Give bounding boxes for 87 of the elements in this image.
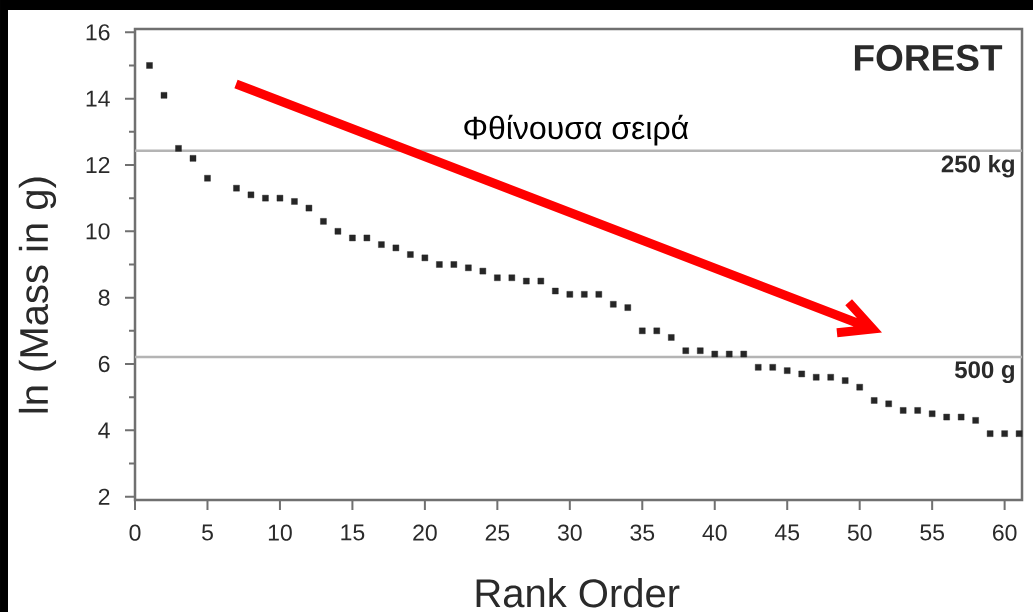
x-tick-label: 55 (920, 524, 944, 541)
point (320, 218, 327, 225)
point (349, 234, 356, 242)
point (682, 347, 689, 354)
point (668, 334, 675, 341)
x-tick-label: 60 (993, 524, 1017, 541)
point (465, 264, 472, 271)
point (827, 374, 834, 381)
y-tick-label: 8 (98, 289, 110, 306)
point (1015, 430, 1023, 437)
point (407, 251, 414, 258)
point (392, 244, 400, 252)
y-axis-title: ln (Mass in g) (18, 177, 57, 413)
point (276, 194, 284, 202)
point (334, 228, 342, 235)
point (957, 413, 965, 421)
point (813, 374, 820, 381)
point (523, 277, 530, 285)
point (870, 397, 878, 404)
y-tick-label: 4 (98, 422, 110, 439)
x-tick-label: 35 (630, 524, 655, 541)
point (856, 384, 863, 391)
point (769, 364, 776, 371)
point (479, 267, 487, 275)
point (755, 364, 762, 371)
point (566, 291, 574, 298)
point (841, 377, 849, 384)
point (378, 241, 385, 248)
point (436, 261, 443, 268)
point (160, 92, 168, 99)
point (986, 430, 994, 437)
y-tick-label: 10 (86, 223, 110, 240)
point (653, 327, 660, 335)
x-tick-label: 30 (557, 524, 582, 541)
point (624, 304, 631, 311)
point (726, 350, 733, 358)
ref-line-label: 250 kg (941, 154, 1014, 178)
point (610, 301, 617, 308)
point (914, 407, 921, 414)
point (740, 350, 747, 358)
point (899, 407, 907, 414)
point (928, 410, 936, 417)
y-tick-label: 12 (86, 156, 110, 174)
point (1001, 430, 1008, 437)
x-tick-label: 10 (268, 524, 292, 541)
point (204, 175, 211, 182)
point (639, 327, 646, 335)
point (450, 261, 458, 268)
point (247, 191, 255, 199)
point (494, 274, 501, 281)
x-tick-label: 5 (202, 524, 213, 541)
point (305, 204, 313, 212)
annotation: Φθίνουσα σειρά (464, 114, 689, 146)
ref-line-label: 500 g (954, 361, 1014, 384)
point (233, 185, 240, 192)
point (189, 155, 197, 162)
point (552, 287, 559, 295)
y-tick-label: 14 (86, 90, 110, 107)
point (697, 347, 704, 354)
point (595, 291, 603, 298)
x-tick-label: 50 (847, 524, 872, 541)
point (885, 400, 892, 407)
point (146, 62, 153, 69)
point (711, 350, 718, 358)
x-tick-label: 25 (485, 524, 510, 541)
x-tick-label: 45 (774, 524, 800, 541)
x-axis-title: Rank Order (476, 578, 680, 608)
point (291, 198, 298, 205)
point (363, 234, 371, 242)
point (972, 417, 979, 424)
point (262, 194, 269, 202)
y-tick-label: 2 (98, 488, 110, 505)
point (175, 145, 182, 152)
y-tick-label: 16 (86, 24, 110, 41)
point (508, 274, 516, 281)
point (421, 254, 429, 262)
chart-title: FOREST (854, 44, 1003, 71)
point (537, 277, 545, 285)
point (581, 291, 588, 298)
point (943, 413, 950, 421)
x-tick-label: 40 (702, 524, 727, 541)
y-tick-label: 6 (98, 355, 110, 373)
x-tick-label: 15 (341, 524, 365, 541)
point (798, 370, 805, 378)
x-tick-label: 20 (413, 524, 437, 541)
point (784, 367, 791, 374)
x-tick-label: 0 (129, 524, 141, 541)
